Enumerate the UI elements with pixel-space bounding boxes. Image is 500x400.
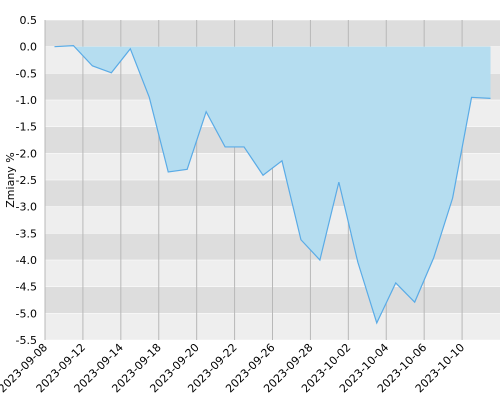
y-tick-label: -2.5 xyxy=(16,174,37,187)
y-tick-label: -4.5 xyxy=(16,281,37,294)
y-tick-label: -0.5 xyxy=(16,67,37,80)
y-tick-label: -1.0 xyxy=(16,94,37,107)
y-tick-label: -4.0 xyxy=(16,254,37,267)
y-tick-label: 0.0 xyxy=(20,41,38,54)
y-tick-label: -5.5 xyxy=(16,334,37,347)
area-line xyxy=(54,44,491,325)
y-tick-label: -5.0 xyxy=(16,307,37,320)
y-tick-label: -1.5 xyxy=(16,121,37,134)
y-tick-label: 0.5 xyxy=(20,14,38,27)
y-tick-label: -3.5 xyxy=(16,227,37,240)
area-fill xyxy=(54,45,491,323)
y-tick-label: -3.0 xyxy=(16,201,37,214)
y-axis-label: Zmiany % xyxy=(4,152,17,207)
y-tick-label: -2.0 xyxy=(16,147,37,160)
